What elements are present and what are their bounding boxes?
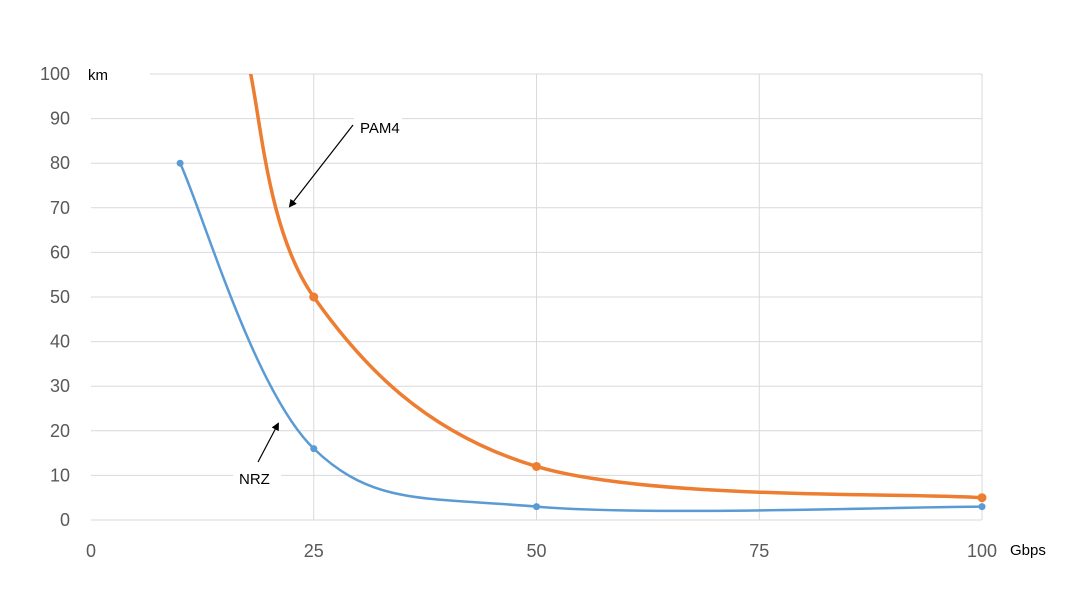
pam4-callout-arrow [288, 124, 354, 208]
y-axis-unit-label: km [88, 67, 108, 84]
pam4-callout-background [354, 116, 402, 140]
nrz-data-point [310, 445, 318, 453]
series-lines [176, 74, 987, 513]
y-tick-label: 90 [50, 109, 70, 129]
pam4-data-point [977, 493, 987, 503]
pam4-data-point [309, 292, 319, 302]
nrz-callout-label: NRZ [239, 471, 270, 488]
y-tick-label: 50 [50, 287, 70, 307]
x-tick-label: 0 [86, 541, 96, 561]
gridlines [91, 73, 983, 521]
nrz-series-line [178, 161, 984, 513]
y-tick-label: 20 [50, 421, 70, 441]
x-tick-label: 75 [749, 541, 769, 561]
pam4-data-point [532, 461, 541, 471]
x-tick-label: 50 [526, 541, 546, 561]
y-tick-label: 80 [50, 153, 70, 173]
x-axis-unit-label: Gbps [1010, 542, 1046, 559]
pam4-callout-label: PAM4 [360, 120, 400, 137]
x-tick-label: 25 [304, 541, 324, 561]
y-tick-label: 30 [50, 376, 70, 396]
y-tick-label: 10 [50, 465, 70, 485]
y-tick-label: 70 [50, 198, 70, 218]
nrz-data-point [978, 503, 986, 511]
nrz-data-point [533, 503, 540, 511]
y-tick-label: 60 [50, 242, 70, 262]
axes: 0 10 20 30 40 50 60 70 80 90 100 0 25 50 75 100 [40, 64, 997, 561]
nrz-callout-arrow [257, 422, 279, 463]
nrz-callout-background [233, 467, 281, 491]
y-tick-label: 100 [40, 64, 70, 84]
nrz-data-point [176, 159, 184, 167]
x-tick-label: 100 [967, 541, 997, 561]
pam4-series-line [248, 74, 984, 500]
y-tick-label: 0 [60, 510, 70, 530]
y-tick-label: 40 [50, 332, 70, 352]
annotations: PAM4 NRZ [233, 116, 402, 491]
